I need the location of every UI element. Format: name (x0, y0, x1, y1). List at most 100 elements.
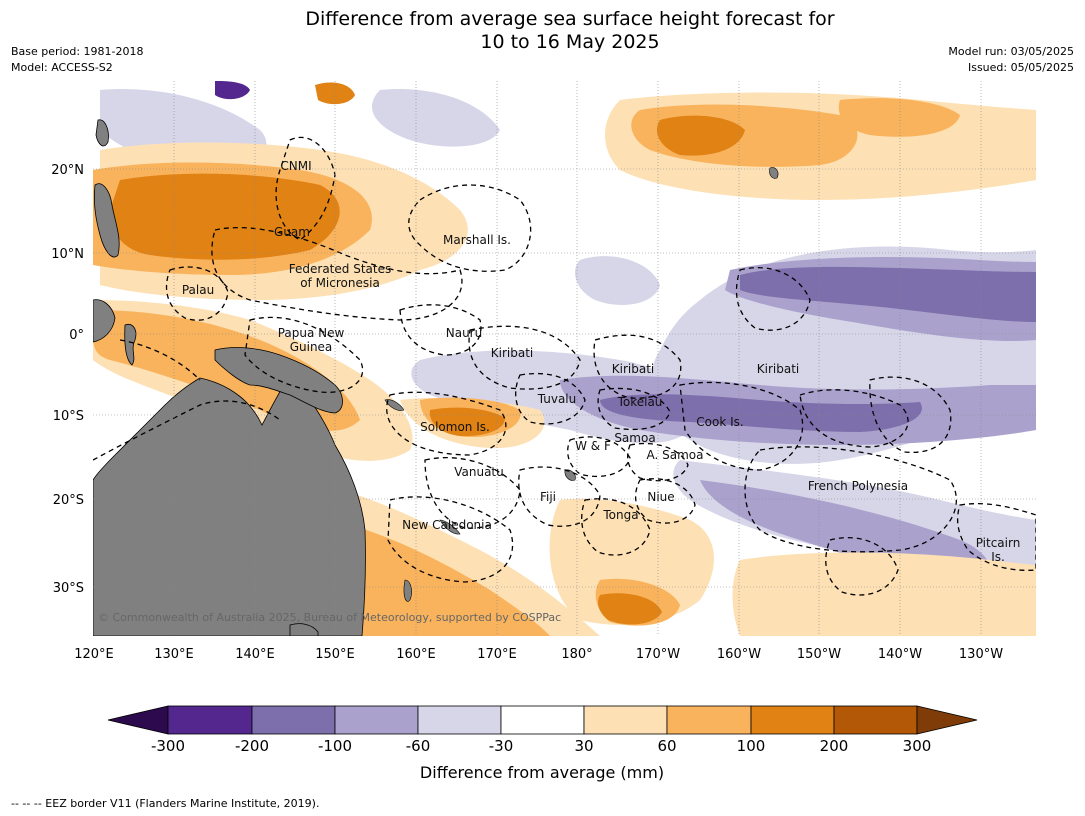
label-wallis-futuna: W & F (575, 439, 611, 453)
title-line-2: 10 to 16 May 2025 (480, 31, 660, 53)
lon-tick: 170°E (477, 647, 517, 662)
lon-tick: 160°W (717, 647, 761, 662)
map-title: Difference from average sea surface heig… (0, 8, 1085, 54)
label-fiji: Fiji (540, 490, 556, 504)
model-run: Model run: 03/05/2025 (948, 45, 1074, 58)
eez-border (93, 400, 281, 461)
label-cook-islands: Cook Is. (696, 415, 743, 429)
colorbar-swatch (167, 705, 253, 735)
label-png-line2: Guinea (290, 340, 333, 354)
lat-tick: 30°S (53, 581, 84, 596)
colorbar-swatch (583, 705, 668, 735)
land-sulawesi (124, 323, 137, 366)
eez-border (386, 391, 507, 456)
negative-anomaly-layer (100, 81, 1036, 580)
colorbar-title: Difference from average (mm) (420, 763, 664, 782)
eez-border (825, 536, 899, 596)
land-new-zealand (403, 579, 412, 602)
positive-anomaly-layer (93, 82, 1036, 636)
eez-border (744, 446, 957, 553)
label-tonga: Tonga (602, 508, 638, 522)
anomaly-region (740, 266, 1036, 322)
colorbar-label: 100 (737, 737, 766, 755)
place-labels: CNMI Guam Marshall Is. Federated States … (182, 159, 1020, 564)
lat-tick: 10°S (53, 409, 84, 424)
anomaly-region (656, 115, 745, 156)
eez-footnote: -- -- -- EEZ border V11 (Flanders Marine… (11, 797, 320, 810)
colorbar-swatch (500, 705, 585, 735)
label-kiribati-central: Kiribati (612, 362, 654, 376)
land-solomon-islands (384, 399, 405, 411)
lon-tick: 130°W (959, 647, 1003, 662)
label-palau: Palau (182, 283, 214, 297)
anomaly-region (110, 173, 340, 260)
lon-tick: 150°W (797, 647, 841, 662)
label-fsm-line1: Federated States (289, 262, 391, 276)
lat-tick: 10°N (51, 247, 84, 262)
label-kiribati-west: Kiribati (491, 346, 533, 360)
base-period: Base period: 1981-2018 (11, 45, 144, 58)
colorbar-swatch (334, 705, 419, 735)
lat-tick: 20°S (53, 493, 84, 508)
colorbar-label: -100 (318, 737, 352, 755)
eez-border (581, 498, 651, 556)
colorbar-min-arrow (107, 705, 169, 735)
colorbar-label: 60 (657, 737, 676, 755)
label-vanuatu: Vanuatu (454, 465, 504, 479)
land-australia (93, 374, 366, 636)
colorbar-label: 200 (820, 737, 849, 755)
eez-border (244, 316, 364, 394)
label-tuvalu: Tuvalu (537, 392, 577, 406)
colorbar-swatch (251, 705, 336, 735)
anomaly-region (549, 498, 714, 625)
issued-date: Issued: 05/05/2025 (967, 61, 1074, 74)
colorbar-label: -200 (235, 737, 269, 755)
colorbar-label: -30 (489, 737, 514, 755)
label-french-polynesia: French Polynesia (808, 479, 908, 493)
model-name: Model: ACCESS-S2 (11, 61, 113, 74)
eez-border (679, 381, 804, 471)
colorbar-label: -300 (151, 737, 185, 755)
eez-border (957, 503, 1036, 571)
eez-borders (93, 136, 1036, 596)
colorbar: -300 -200 -100 -60 -30 30 60 100 200 300… (107, 705, 978, 782)
lon-tick: 170°W (636, 647, 680, 662)
label-marshall-islands: Marshall Is. (443, 233, 511, 247)
eez-border (735, 266, 811, 331)
anomaly-region (600, 394, 922, 432)
eez-border (567, 436, 631, 478)
map-area: CNMI Guam Marshall Is. Federated States … (93, 81, 1036, 636)
label-american-samoa: A. Samoa (647, 448, 704, 462)
eez-border (518, 466, 601, 527)
eez-border (515, 372, 586, 425)
lon-axis: 120°E 130°E 140°E 150°E 160°E 170°E 180°… (74, 647, 1003, 662)
label-fsm-line2: of Micronesia (300, 276, 380, 290)
gridlines (93, 81, 1036, 636)
label-guam: Guam (274, 225, 310, 239)
label-pitcairn-line2: Is. (991, 550, 1005, 564)
label-cnmi: CNMI (280, 159, 311, 173)
label-pitcairn-line1: Pitcairn (976, 536, 1021, 550)
lon-tick: 160°E (396, 647, 436, 662)
lon-tick: 140°W (878, 647, 922, 662)
anomaly-region (598, 593, 662, 625)
meta-right: Model run: 03/05/2025 Issued: 05/05/2025 (948, 44, 1074, 76)
lon-tick: 180° (561, 647, 592, 662)
land-taiwan (95, 119, 109, 147)
colorbar-swatch (750, 705, 835, 735)
label-samoa: Samoa (614, 431, 655, 445)
label-solomon-islands: Solomon Is. (420, 420, 490, 434)
anomaly-region (838, 98, 960, 137)
label-tokelau: Tokelau (617, 395, 663, 409)
title-line-1: Difference from average sea surface heig… (305, 8, 835, 30)
label-kiribati-east: Kiribati (757, 362, 799, 376)
land-borneo (93, 299, 116, 343)
label-new-caledonia: New Caledonia (402, 518, 492, 532)
label-nauru: Nauru (446, 326, 482, 340)
label-png-line1: Papua New (278, 326, 345, 340)
colorbar-max-arrow (916, 705, 978, 735)
colorbar-swatch (666, 705, 752, 735)
eez-border (869, 376, 952, 454)
anomaly-region (215, 81, 250, 100)
